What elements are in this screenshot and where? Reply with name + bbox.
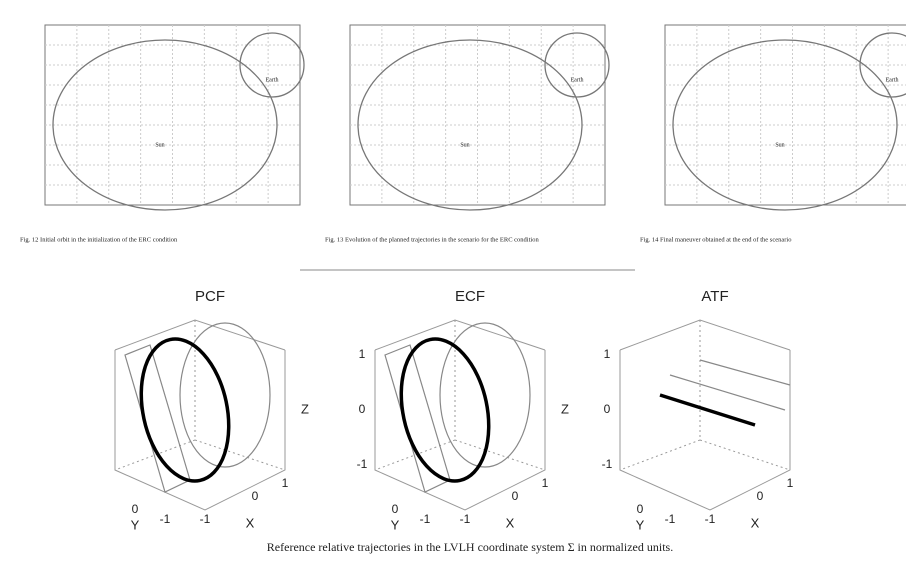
earth-orbit bbox=[544, 32, 610, 98]
label: Earth bbox=[571, 77, 584, 83]
label: Sun bbox=[775, 142, 784, 148]
earth-orbit bbox=[239, 32, 305, 98]
figure-caption: Reference relative trajectories in the L… bbox=[267, 540, 673, 554]
axis-tick-label: 0 bbox=[757, 489, 764, 503]
z-tick-label: 1 bbox=[604, 347, 611, 361]
z-tick-label: 0 bbox=[604, 402, 611, 416]
sun-orbit bbox=[672, 39, 898, 211]
label: Earth bbox=[266, 77, 279, 83]
box bbox=[194, 439, 286, 471]
axis-tick-label: 1 bbox=[282, 476, 289, 490]
z-axis-label: Z bbox=[301, 401, 309, 416]
axis-tick-label: 0 bbox=[512, 489, 519, 503]
axis-tick-label: -1 bbox=[200, 512, 211, 526]
axis-tick-label: -1 bbox=[420, 512, 431, 526]
axis-tick-label: -1 bbox=[665, 512, 676, 526]
trajectory-projection bbox=[669, 374, 786, 411]
trajectory bbox=[139, 337, 231, 483]
x-axis-label: X bbox=[506, 515, 515, 530]
label: Sun bbox=[155, 142, 164, 148]
axis-tick-label: -1 bbox=[460, 512, 471, 526]
label: Earth bbox=[886, 77, 899, 83]
box bbox=[374, 350, 546, 511]
sun-orbit bbox=[52, 39, 278, 211]
axis-tick-label: 0 bbox=[252, 489, 259, 503]
z-tick-label: 1 bbox=[359, 347, 366, 361]
y-axis-label: Y bbox=[636, 517, 645, 532]
trajectory-projection bbox=[439, 322, 531, 468]
earth-orbit bbox=[859, 32, 906, 98]
y-axis-label: Y bbox=[391, 517, 400, 532]
trajectory-projection bbox=[179, 322, 271, 468]
trajectory bbox=[659, 393, 756, 427]
trajectory-projection bbox=[124, 344, 191, 493]
panel-title: ATF bbox=[701, 288, 728, 305]
axis-tick-label: -1 bbox=[705, 512, 716, 526]
panel-title: PCF bbox=[195, 288, 225, 305]
box bbox=[619, 319, 791, 351]
x-axis-label: X bbox=[246, 515, 255, 530]
box bbox=[114, 350, 286, 511]
label: Sun bbox=[460, 142, 469, 148]
sun-orbit bbox=[357, 39, 583, 211]
axis-tick-label: 0 bbox=[637, 502, 644, 516]
figure-caption: Fig. 14 Final maneuver obtained at the e… bbox=[640, 236, 791, 243]
axis-tick-label: 0 bbox=[132, 502, 139, 516]
y-axis-label: Y bbox=[131, 517, 140, 532]
figure-caption: Fig. 12 Initial orbit in the initializat… bbox=[20, 236, 178, 243]
z-tick-label: 0 bbox=[359, 402, 366, 416]
trajectory bbox=[399, 337, 491, 483]
axis-tick-label: 1 bbox=[787, 476, 794, 490]
x-axis-label: X bbox=[751, 515, 760, 530]
axis-tick-label: 1 bbox=[542, 476, 549, 490]
z-tick-label: -1 bbox=[357, 457, 368, 471]
trajectory-projection bbox=[384, 344, 451, 493]
z-axis-label: Z bbox=[561, 401, 569, 416]
box bbox=[619, 350, 791, 511]
z-tick-label: -1 bbox=[602, 457, 613, 471]
axis-tick-label: 0 bbox=[392, 502, 399, 516]
box bbox=[699, 439, 791, 471]
plot-frame bbox=[664, 24, 906, 206]
figure-caption: Fig. 13 Evolution of the planned traject… bbox=[325, 236, 539, 243]
axis-tick-label: -1 bbox=[160, 512, 171, 526]
trajectory-projection bbox=[699, 359, 791, 386]
box bbox=[454, 439, 546, 471]
panel-title: ECF bbox=[455, 288, 485, 305]
